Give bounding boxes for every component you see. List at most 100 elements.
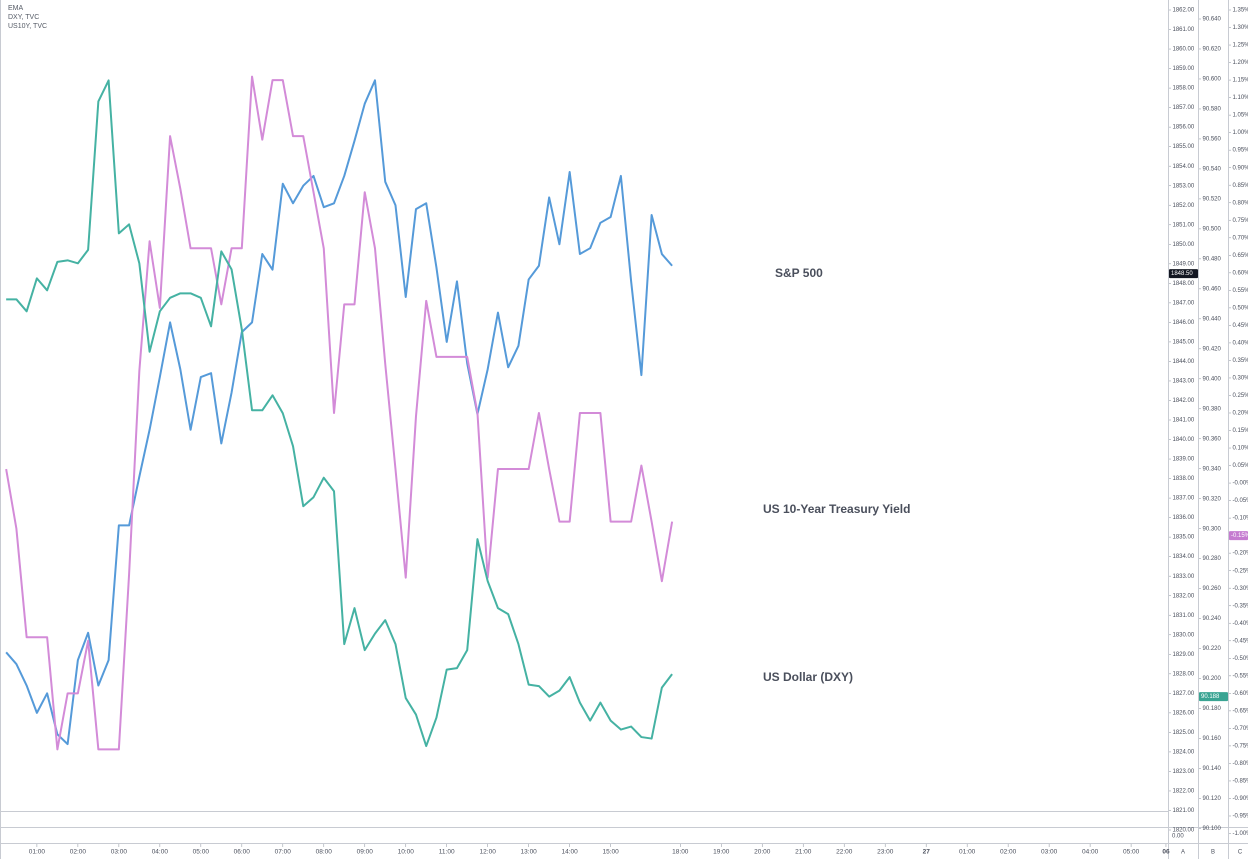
y-tick-label: -0.50% xyxy=(1233,656,1248,662)
y-tick-label: 0.90% xyxy=(1233,165,1248,171)
y-tick-label: -0.10% xyxy=(1233,516,1248,522)
x-tick-label: 04:00 xyxy=(152,849,169,856)
y-tick-label: 1844.00 xyxy=(1173,359,1195,365)
y-tick-label: 1847.00 xyxy=(1173,300,1195,306)
x-tick-label: 23:00 xyxy=(877,849,894,856)
y-tick-label: -0.30% xyxy=(1233,586,1248,592)
y-tick-label: 1838.00 xyxy=(1173,476,1195,482)
y-tick-label: 90.520 xyxy=(1203,196,1222,202)
y-tick-label: 90.100 xyxy=(1203,826,1222,832)
y-tick-label: -1.00% xyxy=(1233,831,1248,837)
series-label: S&P 500 xyxy=(775,266,823,280)
y-tick-label: -0.70% xyxy=(1233,726,1248,732)
y-tick-label: -0.90% xyxy=(1233,796,1248,802)
y-tick-label: 90.440 xyxy=(1203,316,1222,322)
axis-button[interactable]: A xyxy=(1181,850,1185,856)
y-tick-label: 1846.00 xyxy=(1173,320,1195,326)
y-tick-label: 1831.00 xyxy=(1173,613,1195,619)
y-tick-label: -0.55% xyxy=(1233,673,1248,679)
y-tick-label: 1835.00 xyxy=(1173,535,1195,541)
y-tick-label: 1839.00 xyxy=(1173,457,1195,463)
y-tick-label: 1840.00 xyxy=(1173,437,1195,443)
y-tick-label: 1861.00 xyxy=(1173,27,1195,33)
y-tick-label: 90.460 xyxy=(1203,286,1222,292)
x-tick-label: 14:00 xyxy=(562,849,579,856)
y-tick-label: 1858.00 xyxy=(1173,86,1195,92)
y-tick-label: -0.25% xyxy=(1233,568,1248,574)
y-tick-label: 90.300 xyxy=(1203,526,1222,532)
x-tick-label: 13:00 xyxy=(521,849,538,856)
y-tick-label: 90.640 xyxy=(1203,17,1222,23)
y-tick-label: 1825.00 xyxy=(1173,730,1195,736)
y-tick-label: 1821.00 xyxy=(1173,808,1195,814)
x-tick-label: 22:00 xyxy=(836,849,853,856)
y-tick-label: 0.70% xyxy=(1233,235,1248,241)
x-tick-label: 18:00 xyxy=(672,849,689,856)
y-tick-label: -0.45% xyxy=(1233,638,1248,644)
y-tick-label: 90.220 xyxy=(1203,646,1222,652)
y-tick-label: 1843.00 xyxy=(1173,379,1195,385)
y-tick-label: 1855.00 xyxy=(1173,144,1195,150)
y-tick-label: 1827.00 xyxy=(1173,691,1195,697)
y-tick-label: 1826.00 xyxy=(1173,710,1195,716)
series-line xyxy=(6,79,673,748)
y-tick-label: 90.580 xyxy=(1203,107,1222,113)
x-tick-label: 11:00 xyxy=(439,849,455,856)
y-tick-label: 1841.00 xyxy=(1173,418,1195,424)
x-tick-label: 06:00 xyxy=(234,849,251,856)
y-tick-label: 1.20% xyxy=(1233,60,1248,66)
y-tick-label: 90.320 xyxy=(1203,496,1222,502)
legend-text: US10Y, TVC xyxy=(8,23,47,30)
y-tick-label: 90.560 xyxy=(1203,136,1222,142)
x-tick-label: 02:00 xyxy=(1000,849,1017,856)
y-tick-label: 90.200 xyxy=(1203,676,1222,682)
y-tick-label: 1862.00 xyxy=(1173,8,1195,14)
y-tick-label: -0.65% xyxy=(1233,708,1248,714)
y-tick-label: -0.00% xyxy=(1233,481,1248,487)
y-tick-label: 90.140 xyxy=(1203,766,1222,772)
y-tick-label: 1851.00 xyxy=(1173,222,1195,228)
y-tick-label: 1829.00 xyxy=(1173,652,1195,658)
y-tick-label: 0.85% xyxy=(1233,183,1248,189)
y-tick-label: 1837.00 xyxy=(1173,496,1195,502)
x-tick-label: 03:00 xyxy=(111,849,128,856)
y-tick-label: 0.45% xyxy=(1233,323,1248,329)
y-tick-label: 0.25% xyxy=(1233,393,1248,399)
x-tick-label: 12:00 xyxy=(480,849,497,856)
y-tick-label: 90.340 xyxy=(1203,466,1222,472)
y-tick-label: -0.20% xyxy=(1233,551,1248,557)
y-tick-label: 90.480 xyxy=(1203,256,1222,262)
series-label: US Dollar (DXY) xyxy=(763,670,853,684)
x-tick-label: 03:00 xyxy=(1041,849,1058,856)
x-tick-label: 05:00 xyxy=(193,849,210,856)
y-tick-label: 1.10% xyxy=(1233,95,1248,101)
axis-button[interactable]: C xyxy=(1238,850,1243,856)
last-value-label: -0.15% xyxy=(1231,533,1248,539)
y-tick-label: 1.30% xyxy=(1233,25,1248,31)
y-tick-label: 90.260 xyxy=(1203,586,1222,592)
y-tick-label: 0.10% xyxy=(1233,446,1248,452)
y-tick-label: 0.95% xyxy=(1233,148,1248,154)
x-tick-label: 01:00 xyxy=(29,849,46,856)
y-tick-label: 90.540 xyxy=(1203,166,1222,172)
x-tick-label: 06 xyxy=(1162,849,1170,856)
y-tick-label: 1832.00 xyxy=(1173,593,1195,599)
y-tick-label: 1823.00 xyxy=(1173,769,1195,775)
y-tick-label: 0.15% xyxy=(1233,428,1248,434)
y-tick-label: 90.500 xyxy=(1203,226,1222,232)
axis-button[interactable]: B xyxy=(1211,850,1215,856)
y-tick-label: 90.620 xyxy=(1203,47,1222,53)
y-tick-label: 1848.00 xyxy=(1173,281,1195,287)
series-label: US 10-Year Treasury Yield xyxy=(763,502,910,516)
x-tick-label: 20:00 xyxy=(754,849,771,856)
y-tick-label: -0.95% xyxy=(1233,814,1248,820)
legend-text: DXY, TVC xyxy=(8,14,39,21)
y-tick-label: 1842.00 xyxy=(1173,398,1195,404)
y-tick-label: -0.05% xyxy=(1233,498,1248,504)
y-tick-label: -0.60% xyxy=(1233,691,1248,697)
y-tick-label: 1853.00 xyxy=(1173,183,1195,189)
x-tick-label: 27 xyxy=(923,849,931,856)
y-tick-label: 1822.00 xyxy=(1173,789,1195,795)
